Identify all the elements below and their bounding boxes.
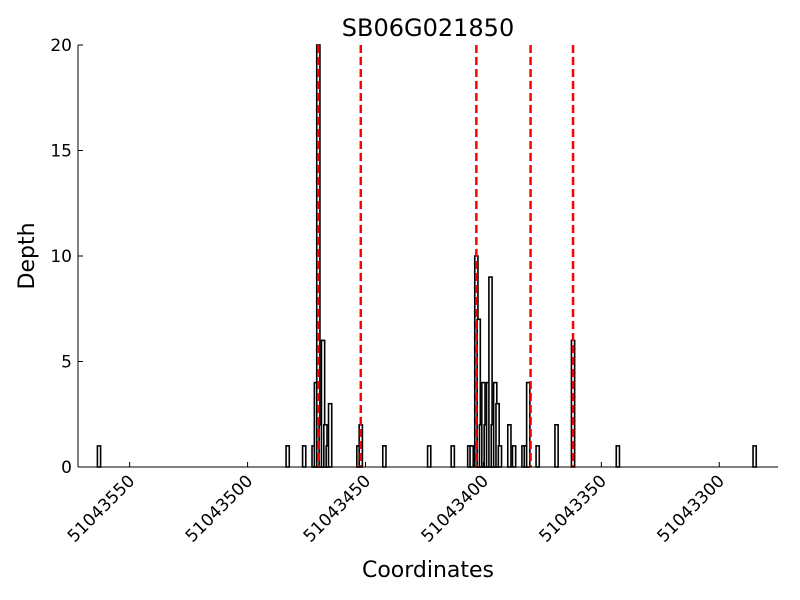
x-tick-label: 51043400: [418, 471, 493, 546]
depth-bar: [535, 445, 541, 468]
depth-bar: [96, 445, 102, 468]
markers-group: [317, 45, 575, 467]
depth-bar: [381, 445, 387, 468]
depth-bar: [615, 445, 621, 468]
depth-bar: [752, 445, 758, 468]
y-tick-label: 15: [50, 142, 72, 162]
x-axis-label: Coordinates: [362, 558, 494, 583]
depth-bar: [450, 445, 456, 468]
y-tick-label: 0: [61, 458, 72, 478]
x-tick-label: 51043500: [182, 471, 257, 546]
y-ticks-group: 0 5 10 15 20: [50, 36, 83, 478]
x-tick-label: 51043300: [654, 471, 729, 546]
chart-title: SB06G021850: [342, 14, 514, 42]
depth-bar: [469, 445, 475, 468]
y-axis-label: Depth: [15, 222, 40, 289]
y-tick-label: 10: [50, 247, 72, 267]
bars-group: [96, 44, 758, 468]
x-tick-label: 51043450: [300, 471, 375, 546]
y-tick-label: 5: [61, 353, 72, 373]
depth-bar: [285, 445, 291, 468]
x-tick-label: 51043550: [64, 471, 139, 546]
depth-bar: [511, 445, 517, 468]
depth-bar: [554, 423, 559, 468]
depth-bar: [506, 423, 512, 468]
y-tick-label: 20: [50, 36, 72, 56]
axes-group: [77, 45, 778, 468]
x-ticks-group: 51043550 51043500 51043450 51043400 51043350…: [64, 462, 729, 547]
x-tick-label: 51043350: [536, 471, 611, 546]
depth-bar: [497, 445, 503, 468]
depth-bar: [426, 445, 432, 468]
depth-bar: [301, 445, 307, 468]
depth-bar: [327, 402, 333, 468]
